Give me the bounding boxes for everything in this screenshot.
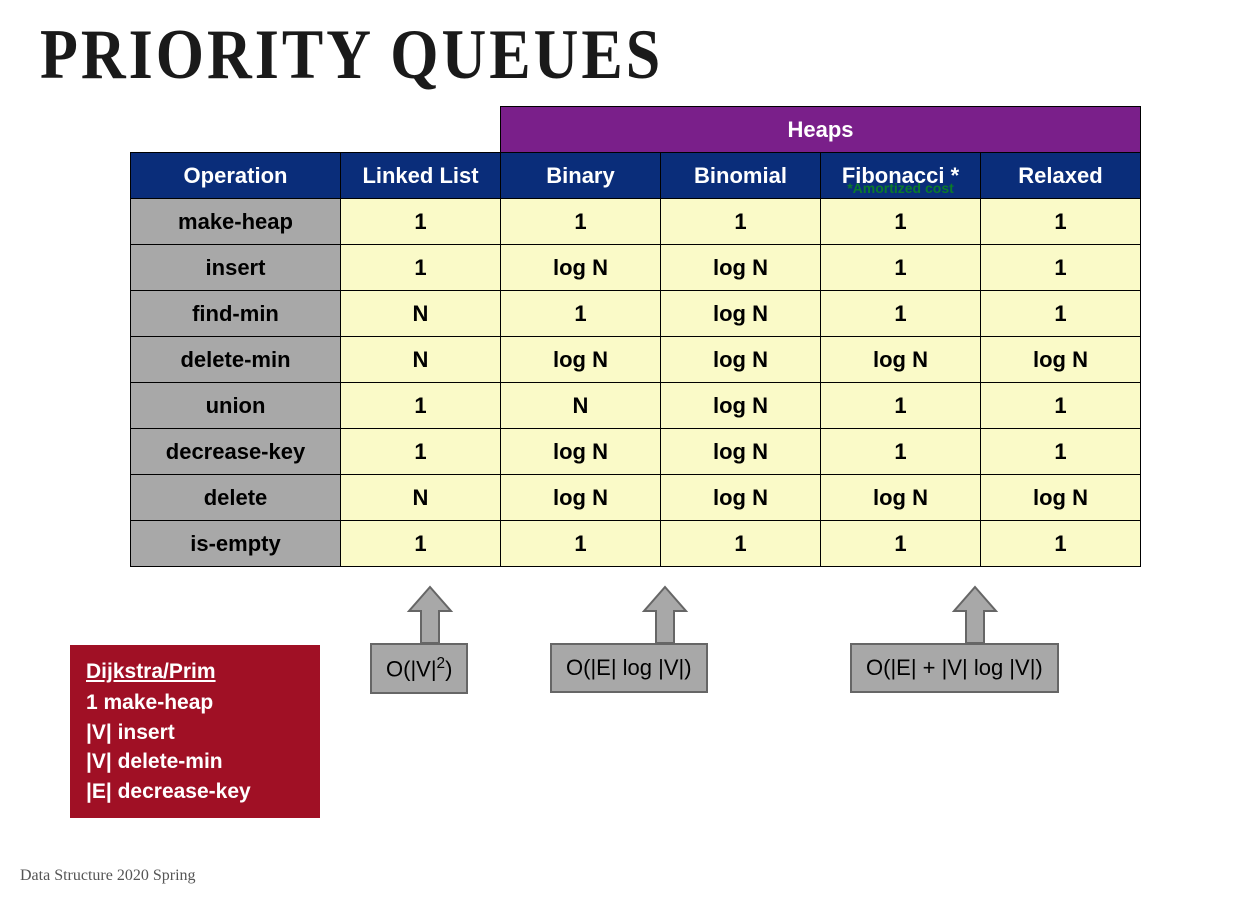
val-cell: log N xyxy=(981,475,1141,521)
val-cell: 1 xyxy=(821,199,981,245)
up-arrow-icon xyxy=(950,585,1000,647)
column-header-row: Operation Linked List Binary Binomial Fi… xyxy=(131,153,1141,199)
dijkstra-title: Dijkstra/Prim xyxy=(86,657,304,686)
val-cell: log N xyxy=(501,429,661,475)
val-cell: 1 xyxy=(501,291,661,337)
heaps-group-header: Heaps xyxy=(501,107,1141,153)
col-operation: Operation xyxy=(131,153,341,199)
col-fibonacci: Fibonacci * *Amortized cost xyxy=(821,153,981,199)
val-cell: 1 xyxy=(821,429,981,475)
table-row: insert1log Nlog N11 xyxy=(131,245,1141,291)
op-cell: union xyxy=(131,383,341,429)
op-cell: decrease-key xyxy=(131,429,341,475)
val-cell: 1 xyxy=(341,429,501,475)
footer-text: Data Structure 2020 Spring xyxy=(20,867,196,885)
val-cell: 1 xyxy=(341,383,501,429)
val-cell: 1 xyxy=(981,429,1141,475)
complexity-box: O(|E| + |V| log |V|) xyxy=(850,643,1059,693)
dijkstra-prim-box: Dijkstra/Prim 1 make-heap |V| insert |V|… xyxy=(70,645,320,818)
complexity-box: O(|E| log |V|) xyxy=(550,643,708,693)
bottom-section: Dijkstra/Prim 1 make-heap |V| insert |V|… xyxy=(20,585,1237,835)
col-binomial: Binomial xyxy=(661,153,821,199)
dijkstra-line: |E| decrease-key xyxy=(86,777,304,806)
val-cell: 1 xyxy=(661,521,821,567)
dijkstra-line: |V| delete-min xyxy=(86,747,304,776)
val-cell: N xyxy=(341,337,501,383)
table-row: union1Nlog N11 xyxy=(131,383,1141,429)
val-cell: log N xyxy=(501,245,661,291)
col-relaxed: Relaxed xyxy=(981,153,1141,199)
val-cell: N xyxy=(341,291,501,337)
table-row: is-empty11111 xyxy=(131,521,1141,567)
amortized-note: *Amortized cost xyxy=(847,180,954,196)
val-cell: 1 xyxy=(981,199,1141,245)
val-cell: 1 xyxy=(341,199,501,245)
op-cell: insert xyxy=(131,245,341,291)
val-cell: log N xyxy=(821,475,981,521)
val-cell: 1 xyxy=(821,245,981,291)
val-cell: log N xyxy=(821,337,981,383)
val-cell: log N xyxy=(981,337,1141,383)
val-cell: 1 xyxy=(821,383,981,429)
val-cell: log N xyxy=(661,337,821,383)
val-cell: 1 xyxy=(501,199,661,245)
page-title: PRIORITY QUEUES xyxy=(40,15,1237,97)
complexity-table: Heaps Operation Linked List Binary Binom… xyxy=(130,106,1141,567)
val-cell: log N xyxy=(661,475,821,521)
table-row: deleteNlog Nlog Nlog Nlog N xyxy=(131,475,1141,521)
complexity-box: O(|V|2) xyxy=(370,643,468,694)
op-cell: make-heap xyxy=(131,199,341,245)
val-cell: log N xyxy=(661,383,821,429)
val-cell: log N xyxy=(661,245,821,291)
complexity-table-container: Heaps Operation Linked List Binary Binom… xyxy=(130,106,1237,567)
val-cell: 1 xyxy=(661,199,821,245)
heaps-group-row: Heaps xyxy=(131,107,1141,153)
col-linked-list: Linked List xyxy=(341,153,501,199)
op-cell: is-empty xyxy=(131,521,341,567)
val-cell: 1 xyxy=(821,521,981,567)
val-cell: log N xyxy=(501,337,661,383)
col-binary: Binary xyxy=(501,153,661,199)
table-row: decrease-key1log Nlog N11 xyxy=(131,429,1141,475)
val-cell: 1 xyxy=(341,521,501,567)
op-cell: find-min xyxy=(131,291,341,337)
val-cell: 1 xyxy=(981,521,1141,567)
table-row: make-heap11111 xyxy=(131,199,1141,245)
val-cell: 1 xyxy=(981,245,1141,291)
val-cell: log N xyxy=(661,291,821,337)
val-cell: N xyxy=(341,475,501,521)
table-row: delete-minNlog Nlog Nlog Nlog N xyxy=(131,337,1141,383)
dijkstra-line: 1 make-heap xyxy=(86,688,304,717)
up-arrow-icon xyxy=(405,585,455,647)
table-row: find-minN1log N11 xyxy=(131,291,1141,337)
val-cell: 1 xyxy=(341,245,501,291)
val-cell: log N xyxy=(661,429,821,475)
val-cell: 1 xyxy=(821,291,981,337)
val-cell: N xyxy=(501,383,661,429)
val-cell: 1 xyxy=(981,383,1141,429)
dijkstra-line: |V| insert xyxy=(86,718,304,747)
val-cell: log N xyxy=(501,475,661,521)
val-cell: 1 xyxy=(501,521,661,567)
op-cell: delete xyxy=(131,475,341,521)
val-cell: 1 xyxy=(981,291,1141,337)
up-arrow-icon xyxy=(640,585,690,647)
op-cell: delete-min xyxy=(131,337,341,383)
